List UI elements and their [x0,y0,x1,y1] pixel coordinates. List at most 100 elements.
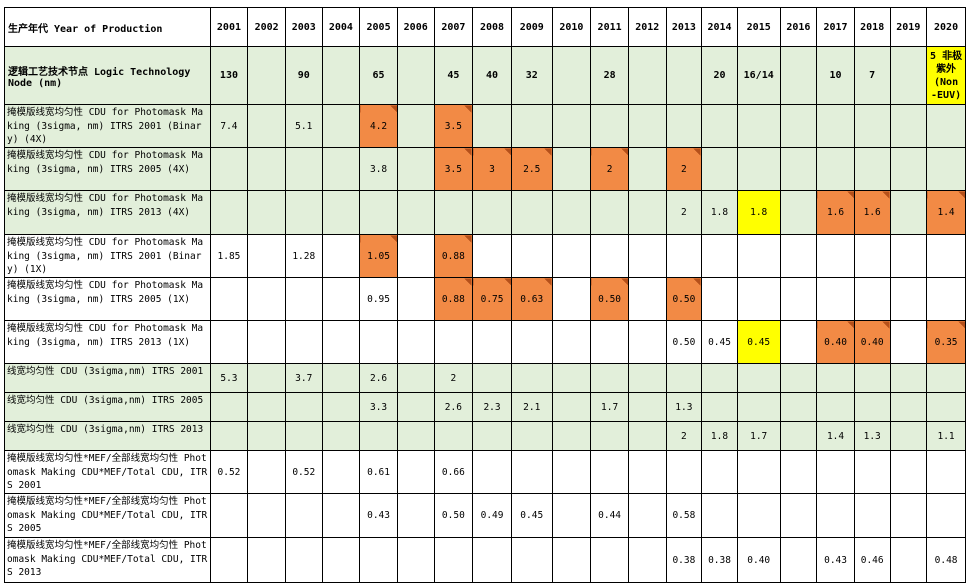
data-cell [551,363,592,393]
data-cell [701,363,738,393]
year-header-cell: 2007 [433,7,474,47]
technology-node-cell [396,46,435,105]
data-cell [701,450,738,494]
data-cell: 3.7 [284,363,323,393]
data-cell: 7.4 [209,104,249,148]
data-cell: 0.61 [359,450,398,494]
data-cell [889,104,928,148]
data-cell: 0.38 [665,537,703,583]
data-cell [433,190,474,235]
data-cell [284,190,323,235]
data-cell [889,234,928,278]
data-cell [284,392,323,422]
technology-node-cell [779,46,818,105]
data-cell [209,421,249,451]
data-cell [590,190,629,235]
data-cell [889,190,928,235]
year-header-cell: 2009 [510,7,553,47]
data-cell [779,234,818,278]
data-cell: 1.85 [209,234,249,278]
technology-node-cell: 32 [510,46,553,105]
data-cell [853,147,891,191]
data-cell [209,537,249,583]
data-cell [665,450,703,494]
data-cell [889,421,928,451]
data-cell [247,493,286,538]
data-cell [209,320,249,364]
data-cell [627,421,667,451]
data-cell [396,363,435,393]
data-cell [736,277,781,321]
data-cell [853,363,891,393]
table-row: 掩模版线宽均匀性 CDU for Photomask Making (3sigm… [4,190,966,235]
data-cell: 2.6 [433,392,474,422]
data-cell [321,392,361,422]
data-cell [736,147,781,191]
data-cell [510,190,553,235]
data-cell [396,277,435,321]
data-cell: 0.52 [209,450,249,494]
data-cell: 0.66 [433,450,474,494]
data-cell [889,450,928,494]
data-cell [551,320,592,364]
data-cell: 1.8 [701,421,738,451]
data-cell: 1.7 [736,421,781,451]
data-cell: 0.45 [510,493,553,538]
data-cell [779,277,818,321]
table-row: 掩模版线宽均匀性*MEF/全部线宽均匀性 Photomask Making CD… [4,537,966,583]
data-cell [396,450,435,494]
year-header-cell: 2005 [359,7,398,47]
row-label: 掩模版线宽均匀性 CDU for Photomask Making (3sigm… [4,320,211,364]
year-header-cell: 2015 [736,7,781,47]
data-cell [396,234,435,278]
technology-node-cell: 40 [472,46,512,105]
data-cell [665,104,703,148]
data-cell [627,104,667,148]
data-cell [510,450,553,494]
data-cell [551,450,592,494]
data-cell: 0.50 [433,493,474,538]
technology-node-cell: 90 [284,46,323,105]
data-cell: 1.05 [359,234,398,278]
data-cell: 0.48 [926,537,966,583]
data-cell [627,363,667,393]
data-cell [779,190,818,235]
year-header-cell: 2012 [627,7,667,47]
data-cell [359,190,398,235]
data-cell: 1.3 [853,421,891,451]
data-cell [736,392,781,422]
data-cell [926,104,966,148]
data-cell: 1.7 [590,392,629,422]
data-cell [284,147,323,191]
technology-node-cell [627,46,667,105]
year-header-cell: 2014 [701,7,738,47]
data-cell [551,104,592,148]
data-cell [926,363,966,393]
row-label: 线宽均匀性 CDU (3sigma,nm) ITRS 2013 [4,421,211,451]
data-cell: 2 [665,190,703,235]
technology-node-cell: 130 [209,46,249,105]
data-cell [736,450,781,494]
data-cell [889,392,928,422]
data-cell [736,234,781,278]
data-cell [209,190,249,235]
row-label: 线宽均匀性 CDU (3sigma,nm) ITRS 2001 [4,363,211,393]
data-cell [816,234,855,278]
data-cell [247,421,286,451]
year-header-cell: 2004 [321,7,361,47]
technology-node-cell [551,46,592,105]
data-cell [551,234,592,278]
data-cell [472,104,512,148]
data-cell [779,450,818,494]
data-cell [433,537,474,583]
data-cell [321,104,361,148]
data-cell: 1.8 [701,190,738,235]
year-header-cell: 2003 [284,7,323,47]
data-cell: 2.3 [472,392,512,422]
data-cell [396,320,435,364]
data-cell [701,104,738,148]
technology-node-cell [665,46,703,105]
data-cell [736,104,781,148]
data-cell [627,320,667,364]
data-cell [926,493,966,538]
